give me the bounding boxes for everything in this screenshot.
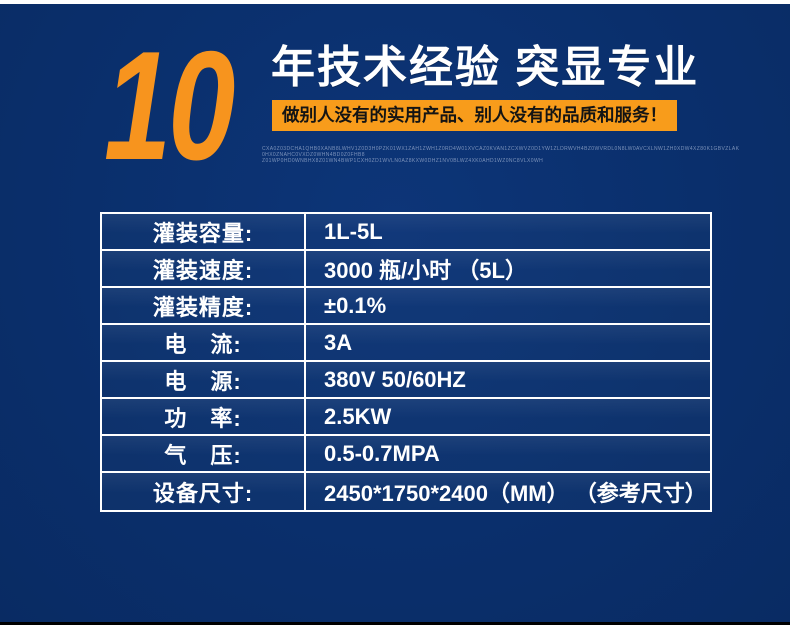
table-row: 灌装精度: ±0.1% — [102, 288, 710, 325]
page-title: 年技术经验 突显专业 — [271, 43, 700, 92]
table-row: 气 压: 0.5-0.7MPA — [102, 436, 710, 473]
spec-label: 灌装容量: — [102, 214, 306, 249]
spec-label: 设备尺寸: — [102, 473, 306, 510]
spec-label: 电 源: — [102, 362, 306, 397]
spec-value: 380V 50/60HZ — [324, 366, 466, 392]
table-row: 电 源: 380V 50/60HZ — [102, 362, 710, 399]
spec-label: 气 压: — [102, 436, 306, 471]
spec-value: 1L-5L — [324, 218, 383, 244]
big-number-10: 10 — [104, 19, 235, 192]
table-row: 功 率: 2.5KW — [102, 399, 710, 436]
fine-print: CXA0Z03DCHA1QHB0XANB8LWHV1Z0D3H0PZK01WX1… — [262, 146, 740, 164]
spec-value: 0.5-0.7MPA — [324, 440, 440, 466]
fine-print-line: CXA0Z03DCHA1QHB0XANB8LWHV1Z0D3H0PZK01WX1… — [262, 146, 740, 158]
spec-label: 灌装精度: — [102, 288, 306, 323]
spec-label: 功 率: — [102, 399, 306, 434]
table-row: 灌装速度: 3000 瓶/小时 （5L） — [102, 251, 710, 288]
slogan-banner: 做别人没有的实用产品、别人没有的品质和服务！ — [272, 100, 677, 131]
spec-value: 2450*1750*2400（MM） （参考尺寸） — [324, 480, 707, 506]
table-row: 电 流: 3A — [102, 325, 710, 362]
table-row: 灌装容量: 1L-5L — [102, 214, 710, 251]
spec-value: ±0.1% — [324, 292, 387, 318]
spec-value: 3000 瓶/小时 （5L） — [324, 257, 527, 283]
spec-label: 灌装速度: — [102, 251, 306, 286]
spec-value: 2.5KW — [324, 403, 392, 429]
spec-value: 3A — [324, 329, 353, 355]
spec-table: 灌装容量: 1L-5L 灌装速度: 3000 瓶/小时 （5L） 灌装精度: ±… — [100, 212, 712, 512]
spec-label: 电 流: — [102, 325, 306, 360]
bottom-divider-bar — [0, 622, 790, 625]
fine-print-line: Z01WP0HD0WNBHX8Z01WN4BWP1CXH0ZD1WVLN0AZ8… — [262, 158, 544, 164]
table-row: 设备尺寸: 2450*1750*2400（MM） （参考尺寸） — [102, 473, 710, 510]
